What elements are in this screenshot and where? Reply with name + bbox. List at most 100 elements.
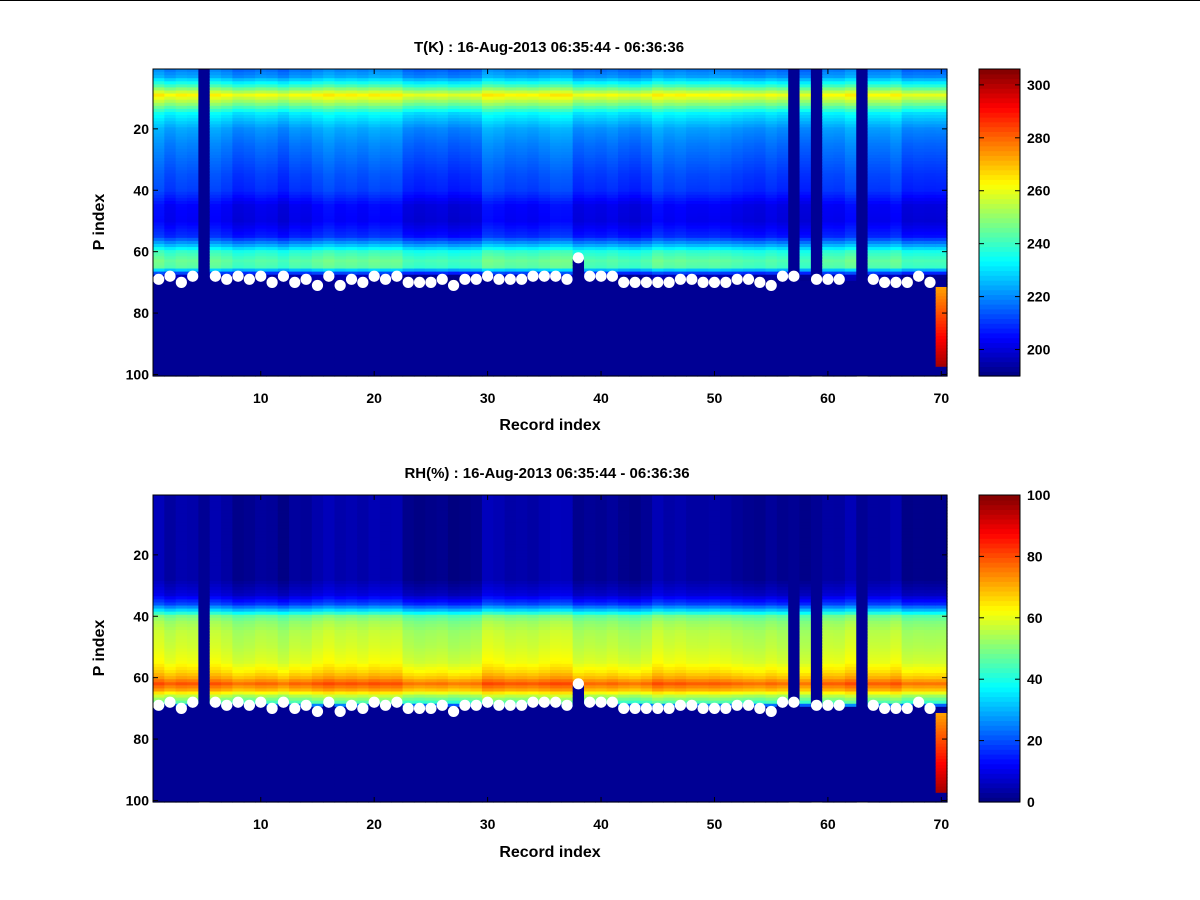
heatmap-cell — [515, 216, 528, 221]
heatmap-cell — [164, 363, 177, 368]
heatmap-cell — [584, 329, 596, 334]
heatmap-cell — [629, 351, 642, 356]
heatmap-cell — [243, 72, 256, 76]
heatmap-cell — [561, 182, 574, 187]
heatmap-cell — [175, 201, 188, 205]
heatmap-cell — [277, 84, 290, 89]
heatmap-cell — [187, 158, 199, 162]
heatmap-cell — [515, 179, 528, 184]
heatmap-cell — [357, 197, 370, 202]
heatmap-cell — [357, 354, 370, 359]
heatmap-cell — [629, 185, 642, 190]
heatmap-cell — [561, 259, 574, 264]
heatmap-cell — [221, 237, 233, 242]
heatmap-cell — [481, 345, 494, 349]
heatmap-cell — [334, 191, 347, 196]
heatmap-cell — [289, 293, 302, 297]
heatmap-cell — [391, 219, 404, 224]
heatmap-cell — [209, 111, 222, 116]
heatmap-cell — [277, 164, 290, 168]
heatmap-cell — [527, 197, 540, 202]
heatmap-cell — [311, 173, 324, 178]
heatmap-cell — [538, 357, 551, 362]
heatmap-cell — [221, 108, 233, 113]
heatmap-cell — [515, 164, 528, 168]
heatmap-cell — [289, 191, 302, 196]
heatmap-cell — [323, 317, 336, 322]
heatmap-cell — [436, 207, 449, 211]
heatmap-cell — [255, 197, 268, 202]
heatmap-cell — [584, 213, 596, 217]
heatmap-cell — [572, 124, 585, 128]
heatmap-column — [470, 69, 483, 377]
heatmap-cell — [255, 363, 268, 368]
heatmap-cell — [413, 286, 426, 291]
heatmap-cell — [153, 216, 165, 221]
heatmap-cell — [345, 323, 358, 328]
heatmap-cell — [459, 191, 472, 196]
heatmap-cell — [413, 323, 426, 328]
heatmap-cell — [459, 111, 472, 116]
heatmap-cell — [243, 179, 256, 184]
heatmap-cell — [413, 179, 426, 184]
heatmap-cell — [538, 210, 551, 214]
heatmap-cell — [221, 99, 233, 104]
heatmap-cell — [572, 336, 585, 340]
heatmap-cell — [538, 161, 551, 165]
heatmap-cell — [493, 81, 506, 85]
heatmap-cell — [481, 213, 494, 217]
heatmap-cell — [629, 72, 642, 76]
heatmap-cell — [447, 197, 460, 202]
heatmap-cell — [618, 228, 630, 233]
heatmap-cell — [232, 173, 245, 178]
heatmap-cell — [595, 326, 608, 331]
heatmap-cell — [550, 329, 562, 334]
heatmap-cell — [175, 210, 188, 214]
heatmap-cell — [277, 302, 290, 306]
heatmap-cell — [515, 139, 528, 144]
heatmap-cell — [164, 372, 177, 377]
heatmap-cell — [323, 173, 336, 178]
heatmap-cell — [323, 158, 336, 162]
heatmap-cell — [277, 121, 290, 125]
heatmap-cell — [289, 354, 302, 359]
heatmap-cell — [368, 127, 381, 131]
heatmap-cell — [629, 293, 642, 297]
heatmap-cell — [357, 90, 370, 95]
heatmap-cell — [470, 256, 483, 260]
heatmap-cell — [595, 102, 608, 107]
heatmap-cell — [606, 231, 619, 236]
heatmap-cell — [572, 161, 585, 165]
heatmap-cell — [572, 305, 585, 310]
heatmap-cell — [153, 253, 165, 257]
heatmap-cell — [572, 158, 585, 162]
heatmap-cell — [572, 72, 585, 76]
heatmap-cell — [629, 354, 642, 359]
heatmap-cell — [527, 127, 540, 131]
heatmap-cell — [425, 164, 438, 168]
heatmap-cell — [572, 93, 585, 98]
heatmap-cell — [550, 111, 562, 116]
heatmap-cell — [413, 161, 426, 165]
heatmap-cell — [481, 185, 494, 190]
heatmap-cell — [175, 127, 188, 131]
heatmap-cell — [481, 87, 494, 92]
heatmap-cell — [357, 142, 370, 147]
heatmap-cell — [368, 259, 381, 264]
heatmap-cell — [584, 115, 596, 119]
heatmap-cell — [153, 243, 165, 248]
heatmap-cell — [243, 124, 256, 128]
heatmap-cell — [357, 164, 370, 168]
heatmap-cell — [527, 130, 540, 135]
heatmap-cell — [413, 188, 426, 193]
heatmap-cell — [357, 259, 370, 264]
heatmap-cell — [584, 81, 596, 85]
heatmap-cell — [584, 216, 596, 221]
heatmap-cell — [334, 268, 347, 273]
heatmap-cell — [606, 320, 619, 325]
heatmap-cell — [345, 118, 358, 122]
heatmap-cell — [550, 283, 562, 288]
heatmap-cell — [323, 176, 336, 181]
heatmap-cell — [413, 363, 426, 368]
heatmap-cell — [504, 219, 517, 224]
